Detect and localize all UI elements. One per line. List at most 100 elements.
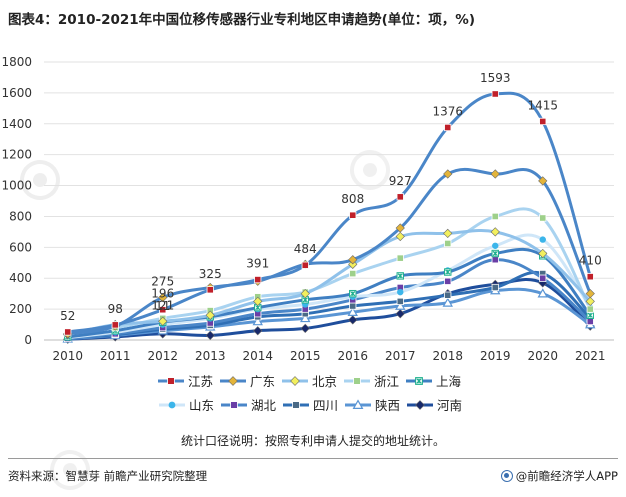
- data-point: [397, 288, 404, 296]
- y-tick-label: 0: [24, 333, 32, 347]
- x-tick-label: 2018: [432, 349, 463, 363]
- data-point: [539, 274, 547, 282]
- data-point: [492, 242, 499, 249]
- x-axis: 2010 2011 2012 2013 2014 2015 2016 2017 2018 2019…: [52, 349, 605, 363]
- legend-marker: [168, 401, 176, 409]
- data-point: [396, 272, 404, 280]
- data-point: [585, 289, 595, 299]
- x-tick-label: 2014: [242, 349, 273, 363]
- data-point: [254, 276, 262, 284]
- data-point: [253, 296, 263, 307]
- marker-cross: [587, 312, 593, 318]
- data-point: [253, 326, 263, 336]
- data-point: [158, 316, 168, 326]
- data-point: [444, 277, 452, 285]
- data-point: [538, 248, 548, 259]
- data-label: 1376: [432, 104, 463, 118]
- legend-marker: [290, 376, 300, 386]
- x-tick-label: 2020: [527, 349, 558, 363]
- x-tick-label: 2016: [337, 349, 368, 363]
- legend-item: 陕西: [345, 398, 400, 413]
- y-tick-label: 1200: [1, 148, 32, 162]
- data-point: [490, 169, 500, 179]
- data-label: 391: [246, 257, 269, 271]
- data-point: [586, 317, 594, 326]
- data-point: [349, 289, 357, 298]
- legend-marker: [415, 377, 423, 385]
- legend-item: 河南: [407, 398, 462, 413]
- data-point: [395, 309, 405, 319]
- x-tick-label: 2010: [52, 349, 83, 363]
- data-label: 275: [151, 275, 174, 289]
- data-label: 1593: [480, 71, 511, 85]
- data-point: [491, 283, 499, 292]
- x-tick-label: 2017: [385, 349, 416, 363]
- x-tick-label: 2012: [147, 349, 178, 363]
- legend-label: 广东: [250, 374, 275, 389]
- marker-cross: [302, 297, 308, 303]
- marker-cross: [255, 304, 261, 311]
- data-point: [444, 239, 452, 248]
- data-point: [444, 291, 452, 299]
- data-point: [159, 306, 167, 314]
- y-tick-label: 600: [9, 240, 32, 254]
- legend-marker: [352, 399, 364, 409]
- marker-cross: [416, 378, 422, 384]
- x-tick-label: 2015: [290, 349, 321, 363]
- marker-cross: [350, 291, 356, 297]
- x-tick-label: 2011: [100, 349, 131, 363]
- data-label: 927: [389, 174, 412, 188]
- data-label: 121: [151, 298, 174, 312]
- data-label: 1415: [527, 98, 558, 112]
- data-point: [586, 305, 594, 313]
- data-point: [395, 300, 406, 310]
- data-point: [349, 269, 357, 278]
- legend-marker: [415, 400, 425, 410]
- data-point: [491, 90, 499, 98]
- legend-item: 广东: [220, 374, 275, 389]
- note-text: 统计口径说明：按照专利申请人提交的地址统计。: [180, 434, 445, 448]
- watermark-logo: [50, 450, 90, 490]
- data-labels: 52 98 196 325 391 484 808 927 1376 1593 1415 410 275…: [60, 71, 602, 323]
- data-label: 808: [341, 192, 364, 206]
- series-8: [62, 285, 596, 343]
- data-point: [348, 255, 358, 265]
- data-label: 98: [108, 302, 123, 316]
- brand-logo-icon: [500, 470, 513, 482]
- data-point: [585, 296, 595, 307]
- watermark-logo: [19, 160, 60, 200]
- y-tick-label: 400: [9, 271, 32, 285]
- data-point: [348, 315, 358, 325]
- data-point: [539, 214, 547, 222]
- data-point: [205, 330, 215, 340]
- data-label: 325: [199, 267, 222, 281]
- marker-cross: [445, 269, 451, 275]
- data-point: [491, 256, 499, 264]
- data-point: [396, 297, 404, 305]
- brand-text: @前瞻经济学人APP: [515, 469, 618, 483]
- data-point: [396, 254, 404, 262]
- data-point: [300, 312, 311, 323]
- data-point: [490, 227, 500, 237]
- data-point: [538, 176, 548, 186]
- source-text: 资料来源：智慧芽 前瞻产业研究院整理: [8, 469, 208, 483]
- data-label: 52: [60, 309, 75, 323]
- data-point: [301, 261, 309, 269]
- legend-item: 山东: [159, 398, 214, 413]
- data-point: [444, 123, 452, 132]
- data-point: [539, 117, 547, 126]
- data-point: [442, 297, 453, 307]
- legend-item: 江苏: [158, 374, 213, 389]
- legend-label: 四川: [313, 398, 338, 413]
- legend-label: 北京: [312, 374, 337, 389]
- marker-cross: [397, 273, 403, 279]
- data-point: [586, 273, 594, 281]
- legend-item: 上海: [406, 374, 462, 389]
- legend-marker: [353, 377, 361, 385]
- legend-label: 陕西: [375, 398, 400, 413]
- legend-item: 湖北: [221, 398, 277, 413]
- data-point: [395, 231, 405, 242]
- data-point: [396, 193, 404, 201]
